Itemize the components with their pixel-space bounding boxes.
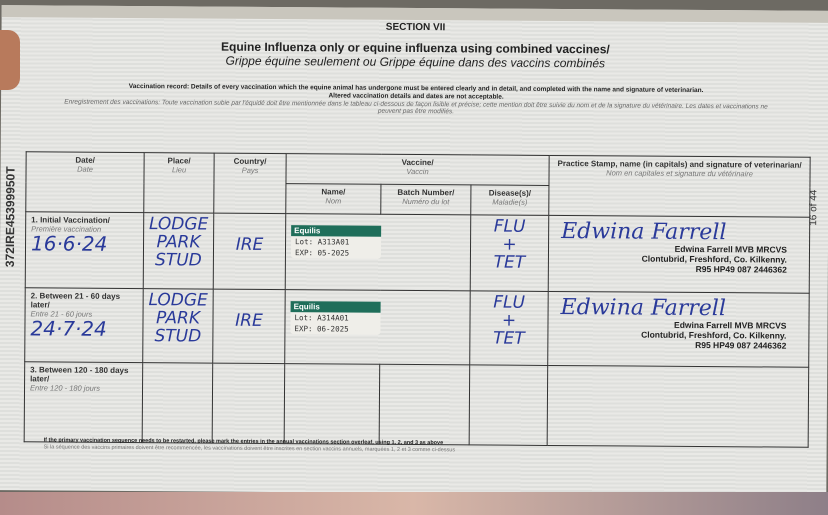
passport-page: SECTION VII Equine Influenza only or equ… bbox=[0, 5, 828, 496]
disease-cell: FLU + TET bbox=[470, 214, 549, 292]
table-row: 1. Initial Vaccination/Première vaccinat… bbox=[25, 211, 810, 294]
header-vaccine: Vaccine/Vaccin bbox=[285, 153, 550, 186]
header-country: Country/Pays bbox=[213, 153, 287, 214]
table-row: 2. Between 21 - 60 days later/Entre 21 -… bbox=[24, 287, 810, 368]
signature: Edwina Farrell bbox=[560, 295, 727, 322]
header-place: Place/Lieu bbox=[143, 152, 215, 214]
header-disease: Disease(s)/Maladie(s) bbox=[470, 184, 549, 216]
stamp-cell: Edwina Farrell Edwina Farrell MVB MRCVS C… bbox=[547, 291, 810, 368]
place-cell: LODGE PARK STUD bbox=[142, 288, 214, 364]
vaccine-sticker-cell: Equilis Lot: A313A01 EXP: 05-2025 bbox=[285, 213, 471, 291]
row-label: 2. Between 21 - 60 days later/Entre 21 -… bbox=[24, 287, 144, 363]
vaccination-table: Date/Date Place/Lieu Country/Pays Vaccin… bbox=[24, 151, 811, 448]
stamp-cell: Edwina Farrell Edwina Farrell MVB MRCVS C… bbox=[548, 215, 810, 294]
passport-id: 372IRE45399950T bbox=[2, 166, 18, 268]
country-cell: IRE bbox=[213, 213, 286, 290]
country-cell: IRE bbox=[212, 289, 286, 364]
background-surface bbox=[0, 492, 828, 515]
header-stamp: Practice Stamp, name (in capitals) and s… bbox=[548, 155, 811, 218]
place-cell: LODGE PARK STUD bbox=[143, 212, 214, 290]
header-name: Name/Nom bbox=[285, 183, 381, 215]
row-label: 3. Between 120 - 180 days later/Entre 12… bbox=[24, 361, 143, 443]
disease-cell: FLU + TET bbox=[469, 290, 549, 366]
vaccine-sticker: Equilis Lot: A313A01 EXP: 05-2025 bbox=[290, 225, 382, 259]
header-date: Date/Date bbox=[25, 151, 145, 213]
row-label: 1. Initial Vaccination/Première vaccinat… bbox=[25, 211, 144, 289]
table-row: 3. Between 120 - 180 days later/Entre 12… bbox=[24, 361, 809, 448]
vaccine-sticker-cell: Equilis Lot: A314A01 EXP: 06-2025 bbox=[284, 289, 471, 365]
signature: Edwina Farrell bbox=[561, 219, 727, 246]
vaccine-sticker: Equilis Lot: A314A01 EXP: 06-2025 bbox=[290, 301, 381, 335]
header-batch: Batch Number/Numéro du lot bbox=[380, 184, 471, 215]
thumb bbox=[0, 30, 20, 90]
